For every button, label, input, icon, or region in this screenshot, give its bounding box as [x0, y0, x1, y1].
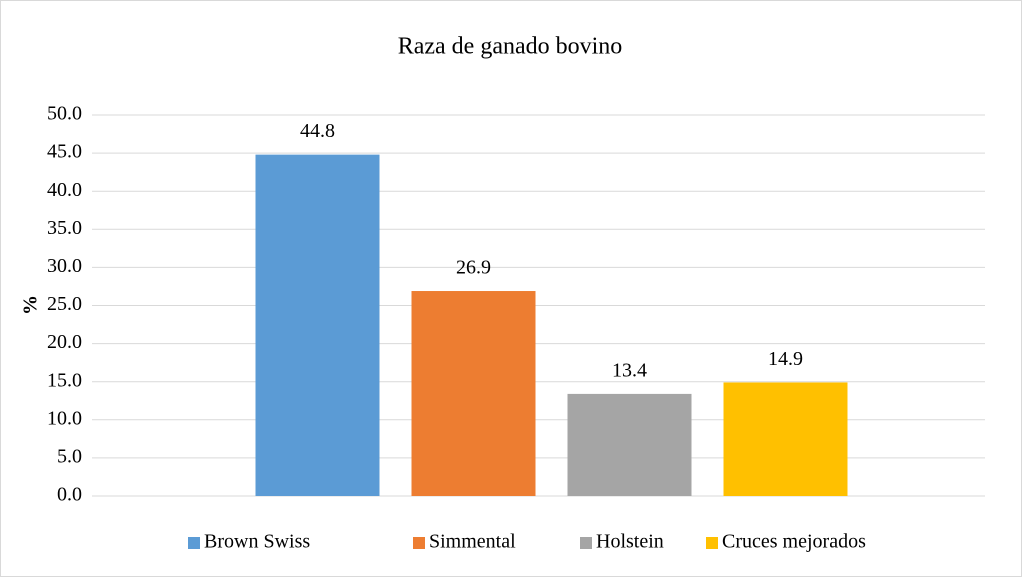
data-label: 13.4 — [612, 359, 647, 381]
y-tick-label: 35.0 — [47, 217, 82, 239]
bar — [723, 382, 848, 496]
y-tick-label: 30.0 — [47, 255, 82, 277]
legend-swatch — [188, 537, 200, 549]
y-tick-label: 40.0 — [47, 179, 82, 201]
y-tick-label: 25.0 — [47, 293, 82, 315]
legend-label: Simmental — [429, 531, 516, 553]
legend-label: Brown Swiss — [204, 531, 310, 553]
y-axis-label: % — [20, 295, 42, 315]
y-tick-label: 0.0 — [57, 484, 82, 506]
data-label: 44.8 — [300, 120, 335, 142]
y-tick-label: 15.0 — [47, 369, 82, 391]
y-tick-label: 50.0 — [47, 103, 82, 125]
legend-label: Holstein — [596, 531, 664, 553]
y-tick-label: 45.0 — [47, 141, 82, 163]
y-tick-label: 5.0 — [57, 445, 82, 467]
y-tick-label: 20.0 — [47, 331, 82, 353]
data-label: 26.9 — [456, 257, 491, 279]
bar — [411, 291, 536, 496]
y-tick-label: 10.0 — [47, 407, 82, 429]
data-label: 14.9 — [768, 348, 803, 370]
bar — [255, 154, 380, 496]
chart-title: Raza de ganado bovino — [398, 34, 623, 60]
legend-label: Cruces mejorados — [722, 531, 866, 553]
legend-swatch — [706, 537, 718, 549]
bar — [567, 393, 692, 496]
legend-swatch — [413, 537, 425, 549]
legend-swatch — [580, 537, 592, 549]
